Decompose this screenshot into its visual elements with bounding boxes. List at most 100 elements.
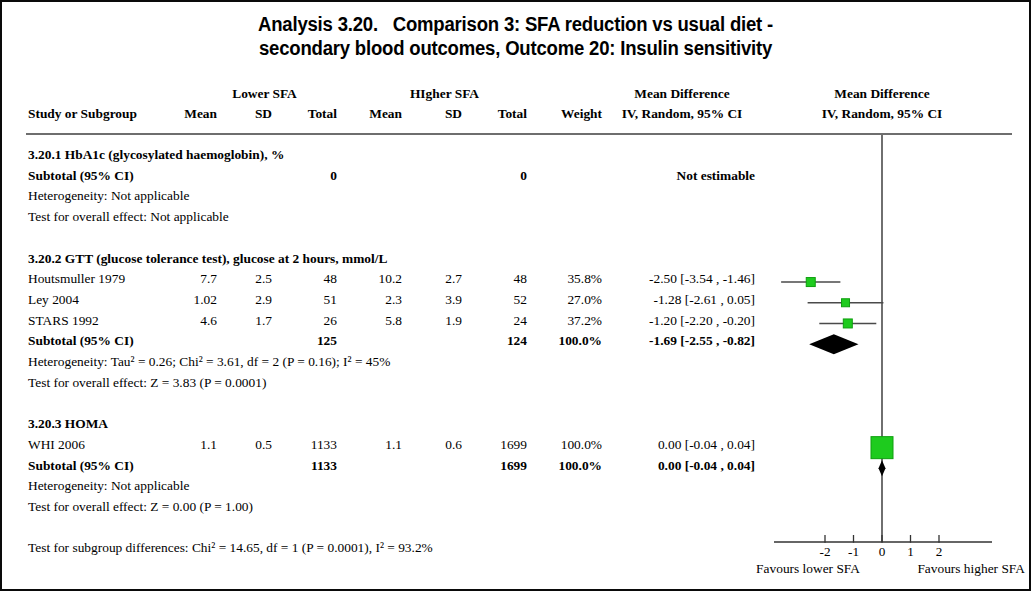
total2-column-header: Total bbox=[462, 104, 527, 124]
table-row-note-16: Heterogeneity: Not applicable bbox=[2, 476, 1029, 497]
row-label: 3.20.3 HOMA bbox=[28, 414, 108, 435]
sd2-value: 2.7 bbox=[402, 269, 462, 290]
analysis-title-line-1: Analysis 3.20. Comparison 3: SFA reducti… bbox=[28, 13, 1004, 36]
header-separator-line bbox=[26, 133, 1012, 135]
effect-column-title: Mean Difference bbox=[607, 84, 757, 104]
total1-value: 26 bbox=[272, 311, 337, 332]
mean1-column-header: Mean bbox=[137, 104, 217, 124]
table-row-study-7: Ley 2004 1.022.9512.33.95227.0%-1.28 [-2.… bbox=[2, 290, 1029, 311]
row-label: Test for overall effect: Not applicable bbox=[28, 207, 229, 228]
mean2-column-header: Mean bbox=[337, 104, 402, 124]
total2-value: 1699 bbox=[462, 456, 527, 477]
favours-right-label: Favours higher SFA bbox=[892, 560, 1025, 578]
tick-label-2: 0 bbox=[870, 544, 894, 559]
row-label: Test for subgroup differences: Chi² = 14… bbox=[28, 538, 433, 559]
row-label: Subtotal (95% CI) bbox=[28, 456, 134, 477]
table-row-study-8: STARS 1992 4.61.7265.81.92437.2%-1.20 [-2… bbox=[2, 311, 1029, 332]
analysis-title-line-2: secondary blood outcomes, Outcome 20: In… bbox=[28, 37, 1004, 60]
table-row-subtotal-15: Subtotal (95% CI) 1133 1699100.0%0.00 [-0.… bbox=[2, 456, 1029, 477]
row-label: WHI 2006 bbox=[28, 435, 85, 456]
sd1-value: 1.7 bbox=[217, 311, 272, 332]
row-label: Test for overall effect: Z = 0.00 (P = 1… bbox=[28, 497, 253, 518]
forest-table-rows: 3.20.1 HbA1c (glycosylated haemoglobin),… bbox=[2, 145, 1029, 565]
total2-value: 48 bbox=[462, 269, 527, 290]
row-label: Heterogeneity: Not applicable bbox=[28, 476, 189, 497]
row-label: Subtotal (95% CI) bbox=[28, 331, 134, 352]
weight-value: 100.0% bbox=[527, 331, 602, 352]
ci-text: -2.50 [-3.54 , -1.46] bbox=[602, 269, 755, 290]
table-row-note-3: Test for overall effect: Not applicable bbox=[2, 207, 1029, 228]
table-row-heading-0: 3.20.1 HbA1c (glycosylated haemoglobin),… bbox=[2, 145, 1029, 166]
table-row-heading-13: 3.20.3 HOMA bbox=[2, 414, 1029, 435]
ci-text: -1.20 [-2.20 , -0.20] bbox=[602, 311, 755, 332]
total2-value: 1699 bbox=[462, 435, 527, 456]
sd1-column-header: SD bbox=[217, 104, 272, 124]
row-label: Heterogeneity: Not applicable bbox=[28, 186, 189, 207]
sd2-column-header: SD bbox=[402, 104, 462, 124]
sd2-value: 3.9 bbox=[402, 290, 462, 311]
ci-text: -1.69 [-2.55 , -0.82] bbox=[602, 331, 755, 352]
mean1-value: 4.6 bbox=[137, 311, 217, 332]
tick-label-0: -2 bbox=[813, 544, 837, 559]
row-label: 3.20.1 HbA1c (glycosylated haemoglobin),… bbox=[28, 145, 284, 166]
table-row-heading-5: 3.20.2 GTT (glucose tolerance test), glu… bbox=[2, 249, 1029, 270]
mean2-value: 1.1 bbox=[337, 435, 402, 456]
tick-label-3: 1 bbox=[899, 544, 923, 559]
row-label: STARS 1992 bbox=[28, 311, 99, 332]
mean1-value: 7.7 bbox=[137, 269, 217, 290]
sd1-value: 0.5 bbox=[217, 435, 272, 456]
table-row-note-17: Test for overall effect: Z = 0.00 (P = 1… bbox=[2, 497, 1029, 518]
mean1-value: 1.02 bbox=[137, 290, 217, 311]
table-row-subtotal-9: Subtotal (95% CI) 125 124100.0%-1.69 [-2.5… bbox=[2, 331, 1029, 352]
ci-text: 0.00 [-0.04 , 0.04] bbox=[602, 435, 755, 456]
table-row-note-11: Test for overall effect: Z = 3.83 (P = 0… bbox=[2, 373, 1029, 394]
mean2-value: 2.3 bbox=[337, 290, 402, 311]
row-label: Subtotal (95% CI) bbox=[28, 166, 134, 187]
weight-value: 35.8% bbox=[527, 269, 602, 290]
plot-method-header: IV, Random, 95% CI bbox=[792, 104, 972, 124]
row-label: Heterogeneity: Tau² = 0.26; Chi² = 3.61,… bbox=[28, 352, 390, 373]
weight-column-header: Weight bbox=[527, 104, 602, 124]
table-row-note-10: Heterogeneity: Tau² = 0.26; Chi² = 3.61,… bbox=[2, 352, 1029, 373]
weight-value: 100.0% bbox=[527, 456, 602, 477]
group1-header: Lower SFA bbox=[197, 84, 332, 104]
row-label: Houtsmuller 1979 bbox=[28, 269, 125, 290]
row-label: 3.20.2 GTT (glucose tolerance test), glu… bbox=[28, 249, 387, 270]
mean2-value: 5.8 bbox=[337, 311, 402, 332]
table-row-study-6: Houtsmuller 19797.72.54810.22.74835.8%-2… bbox=[2, 269, 1029, 290]
total1-value: 1133 bbox=[272, 456, 337, 477]
tick-label-4: 2 bbox=[927, 544, 951, 559]
tick-label-1: -1 bbox=[842, 544, 866, 559]
sd1-value: 2.9 bbox=[217, 290, 272, 311]
total1-value: 51 bbox=[272, 290, 337, 311]
sd2-value: 1.9 bbox=[402, 311, 462, 332]
total1-value: 0 bbox=[272, 166, 337, 187]
total1-column-header: Total bbox=[272, 104, 337, 124]
table-row-subtotal-1: Subtotal (95% CI)00Not estimable bbox=[2, 166, 1029, 187]
table-row-study-14: WHI 20061.10.511331.10.61699100.0%0.00 [… bbox=[2, 435, 1029, 456]
ci-text: Not estimable bbox=[602, 166, 755, 187]
effect-method-header: IV, Random, 95% CI bbox=[607, 104, 757, 124]
total2-value: 124 bbox=[462, 331, 527, 352]
total2-value: 52 bbox=[462, 290, 527, 311]
ci-text: -1.28 [-2.61 , 0.05] bbox=[602, 290, 755, 311]
row-label: Test for overall effect: Z = 3.83 (P = 0… bbox=[28, 373, 266, 394]
mean2-value: 10.2 bbox=[337, 269, 402, 290]
total1-value: 1133 bbox=[272, 435, 337, 456]
weight-value: 37.2% bbox=[527, 311, 602, 332]
sd1-value: 2.5 bbox=[217, 269, 272, 290]
group2-header: HIgher SFA bbox=[377, 84, 512, 104]
study-column-header: Study or Subgroup bbox=[28, 104, 137, 124]
weight-value: 27.0% bbox=[527, 290, 602, 311]
total1-value: 48 bbox=[272, 269, 337, 290]
forest-plot-page: Analysis 3.20. Comparison 3: SFA reducti… bbox=[0, 0, 1031, 591]
weight-value: 100.0% bbox=[527, 435, 602, 456]
mean1-value: 1.1 bbox=[137, 435, 217, 456]
table-row-note-2: Heterogeneity: Not applicable bbox=[2, 186, 1029, 207]
favours-left-label: Favours lower SFA bbox=[702, 560, 860, 578]
total2-value: 24 bbox=[462, 311, 527, 332]
total1-value: 125 bbox=[272, 331, 337, 352]
ci-text: 0.00 [-0.04 , 0.04] bbox=[602, 456, 755, 477]
sd2-value: 0.6 bbox=[402, 435, 462, 456]
row-label: Ley 2004 bbox=[28, 290, 79, 311]
